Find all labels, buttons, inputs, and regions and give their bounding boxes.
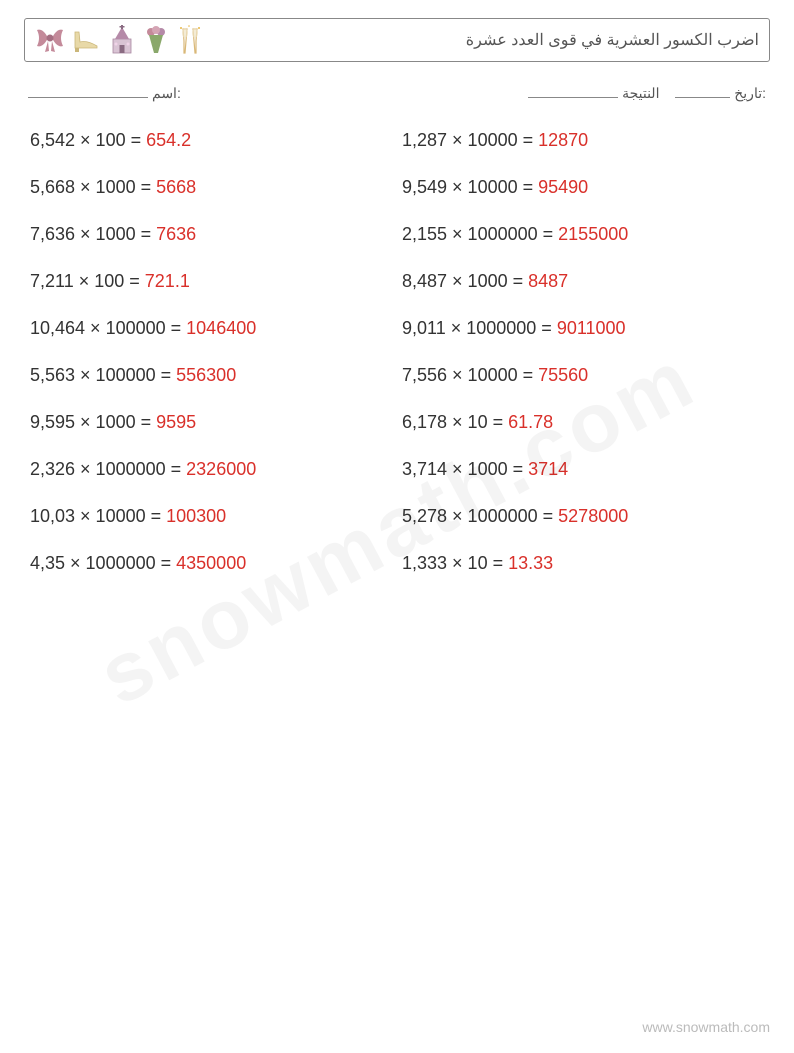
problem-expression: 6,542 × 100 = [30, 130, 146, 150]
date-blank [675, 84, 730, 98]
problem-answer: 5278000 [558, 506, 628, 526]
problem-answer: 556300 [176, 365, 236, 385]
header-icons [35, 25, 205, 55]
problem-answer: 2326000 [186, 459, 256, 479]
problem-cell: 1,333 × 10 = 13.33 [402, 553, 764, 574]
bouquet-icon [143, 25, 169, 55]
problem-cell: 5,278 × 1000000 = 5278000 [402, 506, 764, 527]
problem-answer: 100300 [166, 506, 226, 526]
score-label: النتيجة [622, 85, 659, 102]
problem-cell: 10,464 × 100000 = 1046400 [30, 318, 392, 339]
problem-answer: 654.2 [146, 130, 191, 150]
score-blank [528, 84, 618, 98]
problem-cell: 1,287 × 10000 = 12870 [402, 130, 764, 151]
footer-url: www.snowmath.com [642, 1019, 770, 1035]
problem-expression: 7,211 × 100 = [30, 271, 145, 291]
shoe-icon [71, 26, 101, 54]
problem-answer: 5668 [156, 177, 196, 197]
bow-icon [35, 26, 65, 54]
problem-cell: 10,03 × 10000 = 100300 [30, 506, 392, 527]
meta-name: :اسم [28, 84, 181, 102]
problem-expression: 10,03 × 10000 = [30, 506, 166, 526]
church-icon [107, 25, 137, 55]
name-blank [28, 84, 148, 98]
problem-cell: 2,326 × 1000000 = 2326000 [30, 459, 392, 480]
problem-expression: 1,287 × 10000 = [402, 130, 538, 150]
worksheet-page: snowmath.com [0, 0, 794, 1053]
problem-expression: 3,714 × 1000 = [402, 459, 528, 479]
problem-expression: 7,556 × 10000 = [402, 365, 538, 385]
problem-expression: 6,178 × 10 = [402, 412, 508, 432]
problem-answer: 4350000 [176, 553, 246, 573]
problem-cell: 9,549 × 10000 = 95490 [402, 177, 764, 198]
problem-cell: 2,155 × 1000000 = 2155000 [402, 224, 764, 245]
date-label: :تاريخ [734, 85, 766, 102]
problem-cell: 8,487 × 1000 = 8487 [402, 271, 764, 292]
problem-answer: 2155000 [558, 224, 628, 244]
problem-cell: 7,556 × 10000 = 75560 [402, 365, 764, 386]
problem-answer: 13.33 [508, 553, 553, 573]
problem-expression: 7,636 × 1000 = [30, 224, 156, 244]
meta-date-score: :تاريخ النتيجة [528, 84, 766, 102]
problems-grid: 6,542 × 100 = 654.2 1,287 × 10000 = 12870… [24, 130, 770, 574]
problem-expression: 2,155 × 1000000 = [402, 224, 558, 244]
problem-answer: 12870 [538, 130, 588, 150]
problem-answer: 9011000 [557, 318, 626, 338]
meta-row: :تاريخ النتيجة :اسم [24, 84, 770, 102]
problem-answer: 9595 [156, 412, 196, 432]
name-label: :اسم [152, 85, 181, 102]
problem-expression: 1,333 × 10 = [402, 553, 508, 573]
header-box: اضرب الكسور العشرية في قوى العدد عشرة [24, 18, 770, 62]
problem-expression: 9,549 × 10000 = [402, 177, 538, 197]
problem-cell: 9,011 × 1000000 = 9011000 [402, 318, 764, 339]
problem-expression: 10,464 × 100000 = [30, 318, 186, 338]
problem-expression: 5,278 × 1000000 = [402, 506, 558, 526]
problem-cell: 7,211 × 100 = 721.1 [30, 271, 392, 292]
problem-answer: 61.78 [508, 412, 553, 432]
problem-expression: 9,011 × 1000000 = [402, 318, 557, 338]
problem-answer: 8487 [528, 271, 568, 291]
worksheet-title: اضرب الكسور العشرية في قوى العدد عشرة [466, 30, 759, 50]
problem-expression: 5,668 × 1000 = [30, 177, 156, 197]
problem-cell: 6,178 × 10 = 61.78 [402, 412, 764, 433]
problem-cell: 6,542 × 100 = 654.2 [30, 130, 392, 151]
problem-expression: 2,326 × 1000000 = [30, 459, 186, 479]
problem-answer: 95490 [538, 177, 588, 197]
problem-answer: 1046400 [186, 318, 256, 338]
problem-expression: 8,487 × 1000 = [402, 271, 528, 291]
problem-answer: 75560 [538, 365, 588, 385]
problem-cell: 7,636 × 1000 = 7636 [30, 224, 392, 245]
problem-cell: 4,35 × 1000000 = 4350000 [30, 553, 392, 574]
problem-answer: 7636 [156, 224, 196, 244]
problem-cell: 3,714 × 1000 = 3714 [402, 459, 764, 480]
glasses-icon [175, 25, 205, 55]
problem-expression: 9,595 × 1000 = [30, 412, 156, 432]
problem-answer: 721.1 [145, 271, 190, 291]
problem-cell: 5,563 × 100000 = 556300 [30, 365, 392, 386]
problem-cell: 9,595 × 1000 = 9595 [30, 412, 392, 433]
problem-answer: 3714 [528, 459, 568, 479]
problem-cell: 5,668 × 1000 = 5668 [30, 177, 392, 198]
problem-expression: 4,35 × 1000000 = [30, 553, 176, 573]
problem-expression: 5,563 × 100000 = [30, 365, 176, 385]
